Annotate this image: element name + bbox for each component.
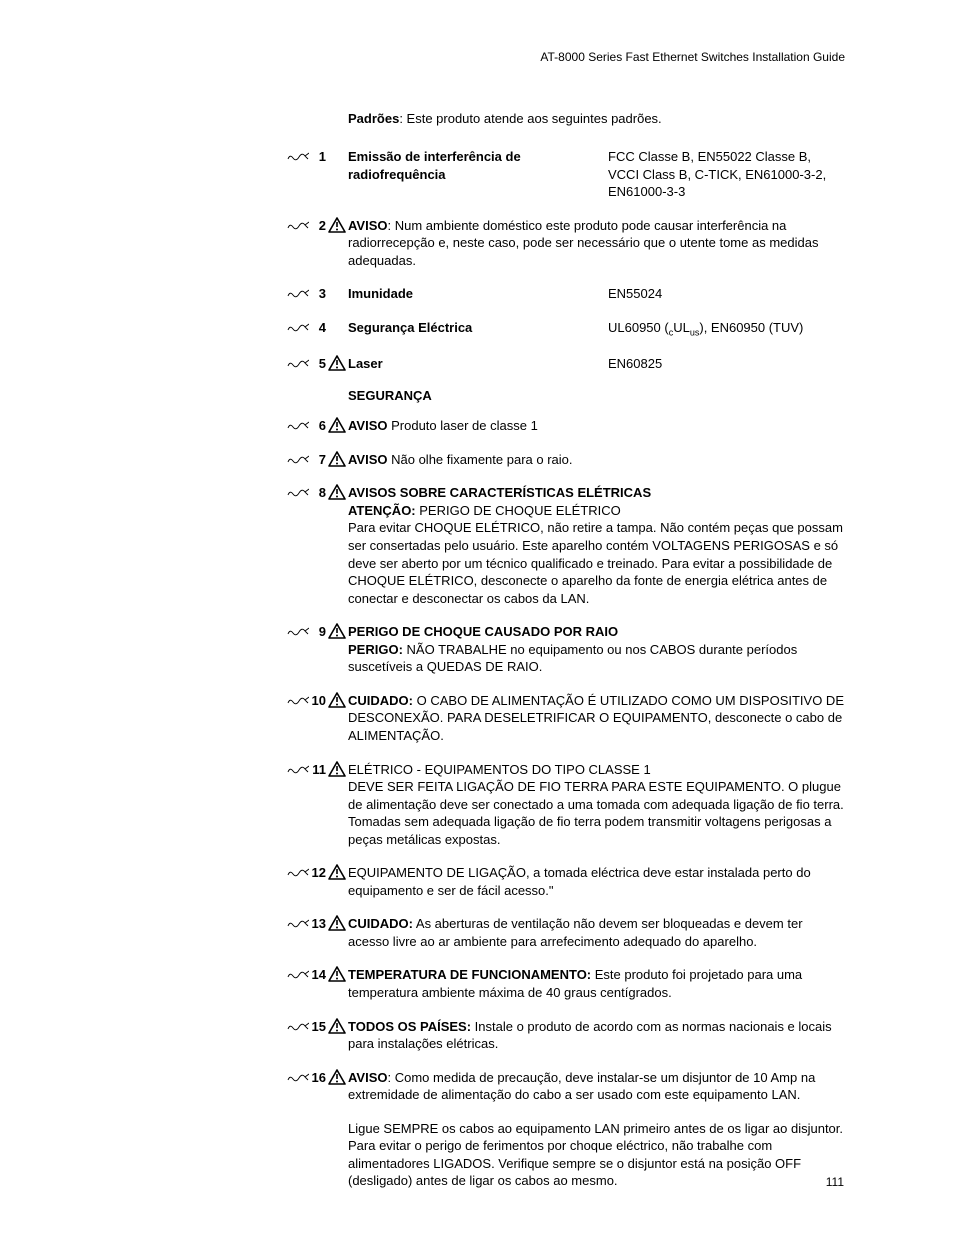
warning-icon: [328, 417, 346, 433]
item-number: 2: [280, 217, 326, 233]
warning-body: EQUIPAMENTO DE LIGAÇÃO, a tomada eléctri…: [348, 865, 811, 898]
note-icon: [287, 152, 309, 162]
note-icon: [287, 359, 309, 369]
intro-label: Padrões: [348, 111, 399, 126]
note-icon: [287, 488, 309, 498]
list-item: 14 TEMPERATURA DE FUNCIONAMENTO: Este pro…: [280, 966, 845, 1001]
warning-body: CUIDADO: O CABO DE ALIMENTAÇÃO É UTILIZA…: [348, 693, 844, 743]
warning-icon: [328, 692, 346, 708]
note-icon: [287, 289, 309, 299]
list-item: 2 AVISO: Num ambiente doméstico este prod…: [280, 217, 845, 270]
list-item: 1 Emissão de interferência de radiofrequê…: [280, 148, 845, 201]
warning-icon: [328, 484, 346, 500]
warning-body: DEVE SER FEITA LIGAÇÃO DE FIO TERRA PARA…: [348, 778, 845, 848]
warning-body: CUIDADO: As aberturas de ventilação não …: [348, 916, 803, 949]
item-number: 15: [280, 1018, 326, 1034]
warning-icon: [328, 451, 346, 467]
note-icon: [287, 868, 309, 878]
list-item: 4 Segurança EléctricaUL60950 (cULus), EN6…: [280, 319, 845, 339]
warning-icon: [328, 1069, 346, 1085]
spec-label: Imunidade: [348, 285, 608, 303]
item-number: 12: [280, 864, 326, 880]
note-icon: [287, 221, 309, 231]
warning-body: AVISO Produto laser de classe 1: [348, 418, 538, 433]
list-item: 15 TODOS OS PAÍSES: Instale o produto de …: [280, 1018, 845, 1053]
item-number: 9: [280, 623, 326, 639]
spec-value: EN60825: [608, 355, 845, 373]
note-icon: [287, 696, 309, 706]
document-page: AT-8000 Series Fast Ethernet Switches In…: [280, 50, 845, 1190]
item-number: 11: [280, 761, 326, 777]
warning-icon: [328, 864, 346, 880]
item-number: 3: [280, 285, 326, 301]
intro-text: : Este produto atende aos seguintes padr…: [399, 111, 661, 126]
item-number: 4: [280, 319, 326, 335]
standards-list: 1 Emissão de interferência de radiofrequê…: [280, 148, 845, 372]
list-item: 3 ImunidadeEN55024: [280, 285, 845, 303]
list-item: 6 AVISO Produto laser de classe 1: [280, 417, 845, 435]
list-item: 10 CUIDADO: O CABO DE ALIMENTAÇÃO É UTILI…: [280, 692, 845, 745]
list-item: 11 ELÉTRICO - EQUIPAMENTOS DO TIPO CLASSE…: [280, 761, 845, 849]
spec-label: Laser: [348, 355, 608, 373]
spec-label: Segurança Eléctrica: [348, 319, 608, 339]
warning-icon: [328, 1018, 346, 1034]
safety-list: 6 AVISO Produto laser de classe 1 7 AVISO N…: [280, 417, 845, 1103]
warning-icon: [328, 623, 346, 639]
warning-body: AVISO Não olhe fixamente para o raio.: [348, 452, 573, 467]
item-number: 16: [280, 1069, 326, 1085]
page-number: 111: [826, 1175, 844, 1189]
spec-label: Emissão de interferência de radiofrequên…: [348, 148, 608, 201]
note-icon: [287, 455, 309, 465]
note-icon: [287, 421, 309, 431]
warning-icon: [328, 915, 346, 931]
warning-line: ELÉTRICO - EQUIPAMENTOS DO TIPO CLASSE 1: [348, 761, 845, 779]
note-icon: [287, 765, 309, 775]
item-number: 1: [280, 148, 326, 164]
item-number: 5: [280, 355, 326, 371]
warning-line: ATENÇÃO: PERIGO DE CHOQUE ELÉTRICO: [348, 502, 845, 520]
warning-line: PERIGO DE CHOQUE CAUSADO POR RAIO: [348, 623, 845, 641]
list-item: 5 LaserEN60825: [280, 355, 845, 373]
warning-body: TODOS OS PAÍSES: Instale o produto de ac…: [348, 1019, 832, 1052]
item-number: 6: [280, 417, 326, 433]
note-icon: [287, 1073, 309, 1083]
item-number: 14: [280, 966, 326, 982]
item-number: 7: [280, 451, 326, 467]
trailing-paragraph: Ligue SEMPRE os cabos ao equipamento LAN…: [280, 1120, 845, 1190]
list-item: 9 PERIGO DE CHOQUE CAUSADO POR RAIOPERIGO…: [280, 623, 845, 676]
list-item: 12 EQUIPAMENTO DE LIGAÇÃO, a tomada eléct…: [280, 864, 845, 899]
list-item: 16 AVISO: Como medida de precaução, deve …: [280, 1069, 845, 1104]
list-item: 13 CUIDADO: As aberturas de ventilação nã…: [280, 915, 845, 950]
spec-value: FCC Classe B, EN55022 Classe B, VCCI Cla…: [608, 148, 845, 201]
warning-body: TEMPERATURA DE FUNCIONAMENTO: Este produ…: [348, 967, 802, 1000]
note-icon: [287, 1022, 309, 1032]
warning-icon: [328, 355, 346, 371]
warning-icon: [328, 761, 346, 777]
page-header: AT-8000 Series Fast Ethernet Switches In…: [280, 50, 845, 64]
warning-body: Para evitar CHOQUE ELÉTRICO, não retire …: [348, 519, 845, 607]
list-item: 7 AVISO Não olhe fixamente para o raio.: [280, 451, 845, 469]
warning-line: AVISOS SOBRE CARACTERÍSTICAS ELÉTRICAS: [348, 484, 845, 502]
intro-line: Padrões: Este produto atende aos seguint…: [280, 110, 845, 128]
warning-body: AVISO: Como medida de precaução, deve in…: [348, 1070, 815, 1103]
list-item: 8 AVISOS SOBRE CARACTERÍSTICAS ELÉTRICASA…: [280, 484, 845, 607]
spec-value: UL60950 (cULus), EN60950 (TUV): [608, 319, 845, 339]
warning-icon: [328, 217, 346, 233]
spec-value: EN55024: [608, 285, 845, 303]
item-number: 8: [280, 484, 326, 500]
item-number: 10: [280, 692, 326, 708]
note-icon: [287, 627, 309, 637]
note-icon: [287, 970, 309, 980]
note-icon: [287, 919, 309, 929]
note-icon: [287, 323, 309, 333]
warning-line: PERIGO: NÃO TRABALHE no equipamento ou n…: [348, 641, 845, 676]
section-title: SEGURANÇA: [280, 388, 845, 403]
warning-body: AVISO: Num ambiente doméstico este produ…: [348, 218, 818, 268]
warning-icon: [328, 966, 346, 982]
item-number: 13: [280, 915, 326, 931]
